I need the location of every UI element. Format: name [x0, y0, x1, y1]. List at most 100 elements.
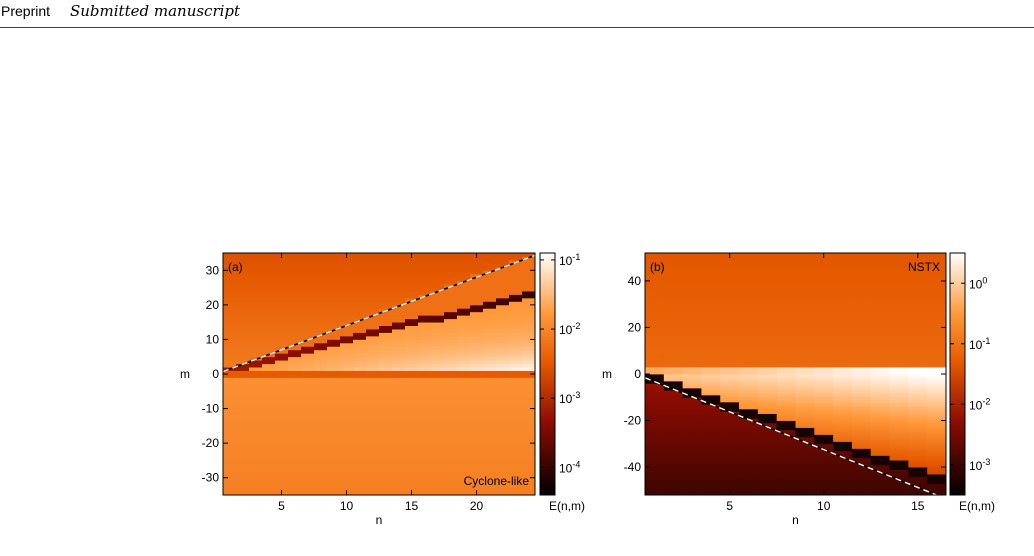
heatmap-cell — [795, 266, 815, 270]
heatmap-cell — [405, 349, 419, 354]
heatmap-cell — [908, 290, 928, 293]
heatmap-cell — [431, 277, 445, 282]
heatmap-cell — [496, 253, 510, 257]
heatmap-cell — [757, 364, 778, 368]
heatmap-cell — [776, 280, 796, 284]
heatmap-cell — [795, 360, 815, 363]
heatmap-cell — [249, 467, 263, 472]
heatmap-cell — [889, 429, 909, 433]
heatmap-cell — [392, 398, 406, 403]
heatmap-cell — [814, 301, 834, 305]
heatmap-cell — [314, 456, 328, 461]
heatmap-cell — [483, 384, 497, 389]
heatmap-cell — [470, 346, 484, 351]
heatmap-cell — [392, 377, 406, 382]
heatmap-cell — [366, 484, 380, 489]
heatmap-cell — [739, 264, 759, 268]
panel-0: 5 10 15 203020100-10-20-30nm(a)Cyclone-like… — [180, 252, 585, 527]
heatmap-cell — [814, 411, 834, 414]
heatmap-cell — [851, 360, 872, 363]
heatmap-cell — [833, 462, 853, 466]
heatmap-cell — [908, 394, 928, 398]
heatmap-cell — [776, 464, 796, 468]
heatmap-cell — [509, 256, 523, 261]
heatmap-cell — [870, 450, 890, 454]
heatmap-cell — [851, 441, 872, 445]
heatmap-cell — [262, 398, 276, 403]
heatmap-cell — [851, 369, 872, 373]
heatmap-cell — [223, 318, 237, 323]
heatmap-cell — [757, 355, 778, 359]
heatmap-cell — [927, 481, 947, 484]
heatmap-cell — [483, 346, 497, 351]
heatmap-cell — [249, 263, 263, 268]
heatmap-cell — [262, 477, 276, 482]
heatmap-cell — [431, 315, 445, 320]
heatmap-cell — [720, 290, 740, 293]
heatmap-cell — [379, 339, 393, 344]
heatmap-cell — [509, 253, 523, 257]
heatmap-cell — [739, 383, 759, 387]
heatmap-cell — [908, 404, 928, 407]
heatmap-cell — [889, 297, 909, 300]
heatmap-cell — [353, 360, 367, 365]
heatmap-cell — [405, 280, 419, 285]
heatmap-cell — [522, 439, 536, 444]
heatmap-cell — [431, 470, 445, 475]
heatmap-cell — [757, 315, 778, 319]
heatmap-cell — [663, 467, 684, 470]
heatmap-cell — [470, 477, 484, 482]
heatmap-cell — [870, 318, 890, 321]
heatmap-cell — [249, 291, 263, 295]
heatmap-cell — [645, 453, 665, 456]
heatmap-cell — [851, 273, 872, 277]
heatmap-cell — [418, 436, 432, 441]
heatmap-cell — [457, 332, 471, 337]
heatmap-cell — [701, 411, 721, 414]
heatmap-cell — [470, 439, 484, 444]
heatmap-cell — [275, 474, 289, 479]
heatmap-cell — [444, 380, 458, 385]
heatmap-cell — [288, 259, 302, 264]
heatmap-cell — [301, 270, 315, 275]
heatmap-cell — [927, 439, 947, 442]
heatmap-cell — [701, 322, 721, 326]
heatmap-cell — [444, 439, 458, 444]
heatmap-cell — [275, 332, 289, 337]
heatmap-cell — [444, 481, 458, 486]
heatmap-cell — [645, 455, 665, 459]
heatmap-cell — [314, 477, 328, 482]
heatmap-cell — [366, 446, 380, 451]
heatmap-cell — [908, 313, 928, 317]
heatmap-cell — [379, 349, 393, 354]
heatmap-cell — [249, 273, 263, 278]
heatmap-cell — [833, 448, 853, 452]
heatmap-cell — [496, 291, 510, 295]
heatmap-cell — [739, 427, 759, 431]
heatmap-cell — [249, 304, 263, 309]
heatmap-cell — [431, 488, 445, 492]
heatmap-cell — [870, 327, 890, 331]
heatmap-cell — [288, 360, 302, 365]
heatmap-cell — [288, 450, 302, 454]
heatmap-cell — [701, 476, 721, 480]
heatmap-cell — [444, 460, 458, 465]
heatmap-cell — [223, 322, 237, 326]
heatmap-cell — [457, 384, 471, 389]
heatmap-cell — [739, 408, 759, 412]
heatmap-cell — [889, 383, 909, 387]
heatmap-cell — [870, 425, 890, 428]
heatmap-cell — [833, 374, 853, 377]
heatmap-cell — [236, 439, 250, 444]
heatmap-cell — [483, 398, 497, 403]
heatmap-cell — [682, 432, 702, 435]
heatmap-cell — [814, 371, 834, 375]
heatmap-cell — [851, 413, 872, 417]
heatmap-cell — [340, 432, 354, 437]
heatmap-cell — [701, 378, 721, 382]
heatmap-cell — [851, 299, 872, 303]
heatmap-cell — [851, 427, 872, 431]
heatmap-cell — [682, 420, 702, 424]
heatmap-cell — [340, 453, 354, 458]
heatmap-cell — [314, 367, 328, 371]
